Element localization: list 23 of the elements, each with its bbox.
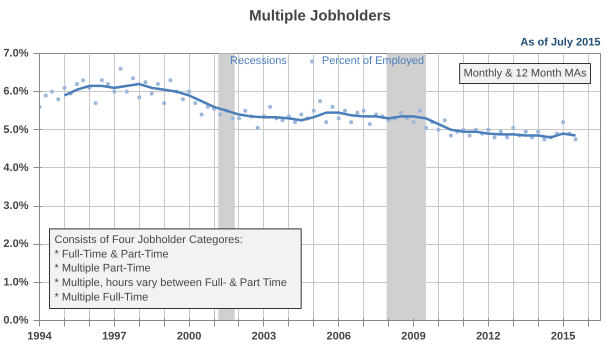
x-tick-label: 2015 [550, 330, 576, 342]
line-series [63, 82, 577, 139]
legend-label: Percent of Employed [322, 55, 424, 67]
y-tick-label: 0.0% [3, 314, 29, 326]
y-tick-label: 3.0% [3, 200, 29, 212]
y-tick-label: 1.0% [3, 276, 29, 288]
x-tick-label: 2006 [326, 330, 351, 342]
chart-subtitle: As of July 2015 [520, 36, 600, 48]
annotation: Consists of Four Jobholder Categores: * Full-Time & Part-Time * Multiple Part-Time * Multiple, hours vary between Full- & Part Time * Multiple Full-Time [54, 234, 287, 304]
y-tick-label: 2.0% [3, 238, 29, 250]
x-tick-label: 2012 [476, 330, 501, 342]
annotation: Monthly & 12 Month MAs [464, 68, 587, 80]
x-tick-label: 2003 [252, 330, 276, 342]
x-tick-label: 2009 [401, 330, 426, 342]
x-tick-label: 1997 [102, 330, 127, 342]
x-tick-label: 1994 [27, 330, 53, 342]
y-tick-label: 4.0% [3, 162, 29, 174]
band-label: Recessions [230, 55, 287, 67]
x-tick-label: 2000 [176, 330, 202, 342]
y-tick-label: 5.0% [3, 124, 29, 136]
y-tick-label: 7.0% [3, 48, 29, 60]
chart-title: Multiple Jobholders [249, 8, 391, 24]
y-tick-label: 6.0% [3, 86, 29, 98]
